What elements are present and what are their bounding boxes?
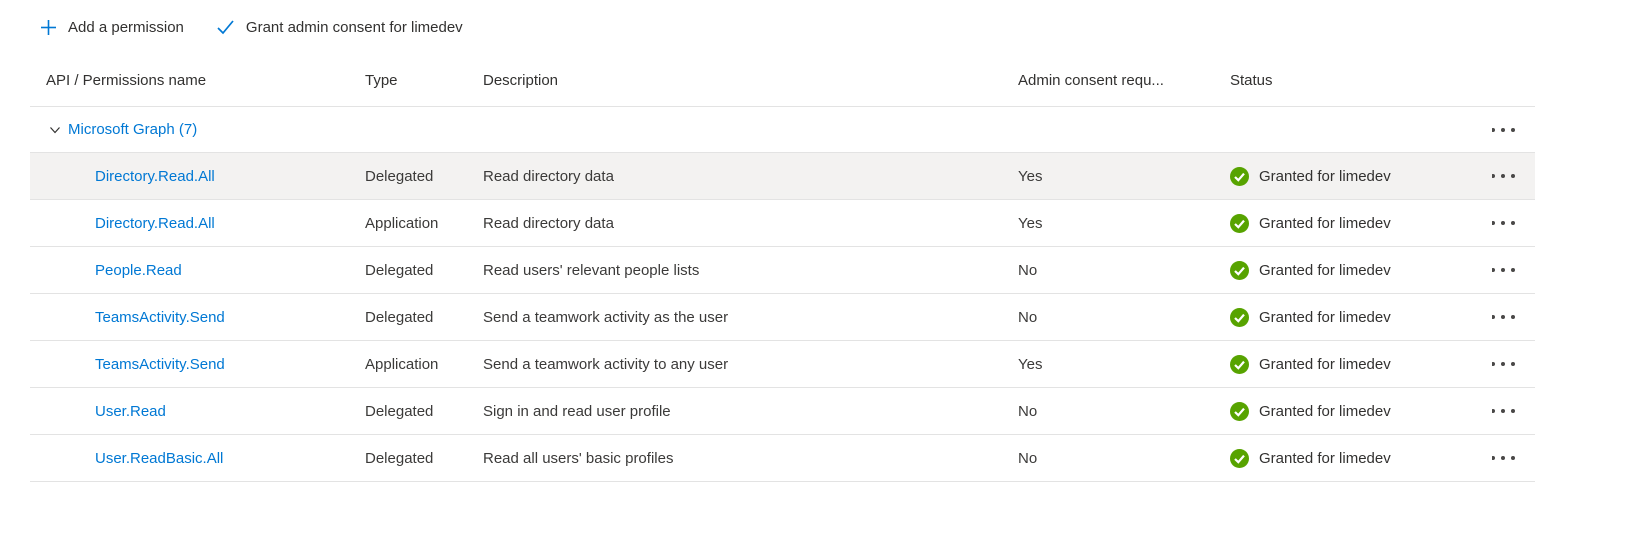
column-header-type[interactable]: Type <box>365 71 398 89</box>
permission-row[interactable]: TeamsActivity.Send Delegated Send a team… <box>30 294 1535 341</box>
permission-type: Delegated <box>365 449 434 467</box>
green-check-circle-icon <box>1230 354 1249 374</box>
permission-type: Delegated <box>365 402 434 420</box>
permission-type: Delegated <box>365 167 434 185</box>
api-group-row-microsoft-graph[interactable]: Microsoft Graph (7) <box>30 107 1535 153</box>
status-label: Granted for limedev <box>1259 355 1391 373</box>
column-header-status[interactable]: Status <box>1230 71 1273 89</box>
permission-link[interactable]: People.Read <box>95 261 182 279</box>
status-label: Granted for limedev <box>1259 308 1391 326</box>
permission-link[interactable]: TeamsActivity.Send <box>95 308 225 326</box>
admin-consent-value: No <box>1018 449 1038 467</box>
permission-row[interactable]: User.ReadBasic.All Delegated Read all us… <box>30 435 1535 482</box>
permission-row[interactable]: People.Read Delegated Read users' releva… <box>30 247 1535 294</box>
admin-consent-value: Yes <box>1018 167 1043 185</box>
permission-type: Application <box>365 214 439 232</box>
column-header-api-name[interactable]: API / Permissions name <box>46 71 207 89</box>
permission-link[interactable]: TeamsActivity.Send <box>95 355 225 373</box>
permission-link[interactable]: User.Read <box>95 402 166 420</box>
grant-admin-consent-label: Grant admin consent for limedev <box>245 18 463 36</box>
permission-description: Send a teamwork activity as the user <box>483 308 729 326</box>
permission-link[interactable]: User.ReadBasic.All <box>95 449 224 467</box>
status-label: Granted for limedev <box>1259 449 1391 467</box>
permission-description: Send a teamwork activity to any user <box>483 355 729 373</box>
admin-consent-value: Yes <box>1018 355 1043 373</box>
status-label: Granted for limedev <box>1259 214 1391 232</box>
permission-row[interactable]: User.Read Delegated Sign in and read use… <box>30 388 1535 435</box>
row-menu-ellipsis-icon[interactable] <box>1492 262 1517 278</box>
chevron-down-icon[interactable] <box>46 121 64 139</box>
check-icon <box>216 19 235 35</box>
permissions-table: API / Permissions name Type Description … <box>30 54 1535 482</box>
green-check-circle-icon <box>1230 448 1249 468</box>
permission-type: Delegated <box>365 261 434 279</box>
green-check-circle-icon <box>1230 307 1249 327</box>
plus-icon <box>40 19 57 36</box>
permission-type: Application <box>365 355 439 373</box>
green-check-circle-icon <box>1230 213 1249 233</box>
status-label: Granted for limedev <box>1259 167 1391 185</box>
permission-link[interactable]: Directory.Read.All <box>95 214 215 232</box>
add-permission-label: Add a permission <box>68 18 184 36</box>
admin-consent-value: No <box>1018 261 1038 279</box>
add-permission-button[interactable]: Add a permission <box>40 19 184 36</box>
column-header-admin-consent[interactable]: Admin consent requ... <box>1018 71 1164 89</box>
permission-description: Read all users' basic profiles <box>483 449 674 467</box>
green-check-circle-icon <box>1230 260 1249 280</box>
permission-description: Read directory data <box>483 167 614 185</box>
permission-row[interactable]: Directory.Read.All Delegated Read direct… <box>30 153 1535 200</box>
green-check-circle-icon <box>1230 401 1249 421</box>
status-label: Granted for limedev <box>1259 261 1391 279</box>
row-menu-ellipsis-icon[interactable] <box>1492 450 1517 466</box>
grant-admin-consent-button[interactable]: Grant admin consent for limedev <box>216 19 463 36</box>
table-header-row: API / Permissions name Type Description … <box>30 54 1535 107</box>
row-menu-ellipsis-icon[interactable] <box>1492 309 1517 325</box>
row-menu-ellipsis-icon[interactable] <box>1492 356 1517 372</box>
row-menu-ellipsis-icon[interactable] <box>1492 215 1517 231</box>
permission-description: Read users' relevant people lists <box>483 261 700 279</box>
permission-description: Read directory data <box>483 214 614 232</box>
permission-type: Delegated <box>365 308 434 326</box>
admin-consent-value: No <box>1018 402 1038 420</box>
status-label: Granted for limedev <box>1259 402 1391 420</box>
permission-row[interactable]: TeamsActivity.Send Application Send a te… <box>30 341 1535 388</box>
group-menu-ellipsis-icon[interactable] <box>1492 122 1517 138</box>
permissions-toolbar: Add a permission Grant admin consent for… <box>0 0 1634 54</box>
admin-consent-value: Yes <box>1018 214 1043 232</box>
row-menu-ellipsis-icon[interactable] <box>1492 403 1517 419</box>
column-header-description[interactable]: Description <box>483 71 559 89</box>
api-group-link[interactable]: Microsoft Graph (7) <box>68 121 198 138</box>
admin-consent-value: No <box>1018 308 1038 326</box>
permission-description: Sign in and read user profile <box>483 402 671 420</box>
row-menu-ellipsis-icon[interactable] <box>1492 168 1517 184</box>
green-check-circle-icon <box>1230 166 1249 186</box>
permission-row[interactable]: Directory.Read.All Application Read dire… <box>30 200 1535 247</box>
permission-link[interactable]: Directory.Read.All <box>95 167 215 185</box>
